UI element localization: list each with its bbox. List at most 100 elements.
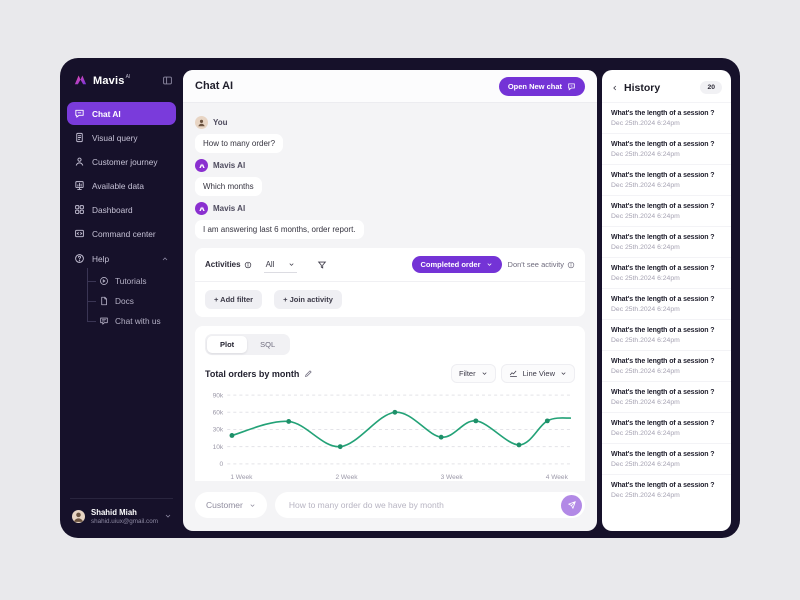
user-avatar <box>72 509 85 523</box>
sidebar-subitem-tutorials[interactable]: Tutorials <box>87 271 176 291</box>
open-new-chat-button[interactable]: Open New chat <box>498 76 585 96</box>
chart-filter-dropdown[interactable]: Filter <box>450 364 496 383</box>
data-point <box>516 442 522 448</box>
data-point <box>544 418 550 424</box>
sidebar-item-chat-ai[interactable]: Chat AI <box>67 102 176 125</box>
history-item[interactable]: What's the length of a session ? Dec 25th… <box>602 102 731 133</box>
sidebar-subitem-label: Chat with us <box>115 316 161 326</box>
history-item-time: Dec 25th.2024 6:24pm <box>611 399 680 406</box>
tab-sql[interactable]: SQL <box>247 336 288 353</box>
line-view-label: Line View <box>522 369 555 378</box>
history-item[interactable]: What's the length of a session ? Dec 25th… <box>602 257 731 288</box>
history-item[interactable]: What's the length of a session ? Dec 25th… <box>602 319 731 350</box>
send-button[interactable] <box>561 494 582 516</box>
completed-order-dropdown[interactable]: Completed order <box>411 256 502 273</box>
sidebar-item-visual-query[interactable]: Visual query <box>67 126 176 149</box>
sidebar-item-label: Dashboard <box>92 204 133 215</box>
sidebar-item-label: Visual query <box>92 132 138 143</box>
history-item-title: What's the length of a session ? <box>611 110 715 117</box>
pencil-icon <box>304 369 313 378</box>
completed-order-label: Completed order <box>420 260 481 269</box>
sidebar-item-dashboard[interactable]: Dashboard <box>67 198 176 221</box>
sidebar-subitem-chat-with-us[interactable]: Chat with us <box>87 311 176 331</box>
history-item[interactable]: What's the length of a session ? Dec 25th… <box>602 443 731 474</box>
history-count-badge: 20 <box>700 81 722 94</box>
sidebar-item-customer-journey[interactable]: Customer journey <box>67 150 176 173</box>
tab-plot[interactable]: Plot <box>207 336 248 353</box>
user-email: shahid.uiux@gmail.com <box>91 518 158 525</box>
history-item-time: Dec 25th.2024 6:24pm <box>611 182 680 189</box>
sidebar-item-available-data[interactable]: Available data <box>67 174 176 197</box>
sidebar-subitem-docs[interactable]: Docs <box>87 291 176 311</box>
history-item-time: Dec 25th.2024 6:24pm <box>611 120 680 127</box>
dont-see-activity-link[interactable]: Don't see activity <box>508 260 575 269</box>
help-subtree: Tutorials Docs Chat with us <box>87 268 176 331</box>
svg-text:90k: 90k <box>213 392 224 399</box>
app-window: MavisAI Chat AI Visual query Customer jour… <box>60 58 740 538</box>
customer-selector-value: Customer <box>206 500 243 510</box>
user-section[interactable]: Shahid Miah shahid.uiux@gmail.com <box>70 497 173 538</box>
user-text: Shahid Miah shahid.uiux@gmail.com <box>91 508 158 525</box>
paper-plane-icon <box>567 500 577 510</box>
history-item[interactable]: What's the length of a session ? Dec 25th… <box>602 350 731 381</box>
chart-title: Total orders by month <box>205 368 300 379</box>
history-item[interactable]: What's the length of a session ? Dec 25th… <box>602 226 731 257</box>
line-chart-icon <box>509 369 518 378</box>
page-title: Chat AI <box>195 80 234 92</box>
history-list: What's the length of a session ? Dec 25th… <box>602 102 731 531</box>
history-item-title: What's the length of a session ? <box>611 296 715 303</box>
sidebar-item-help[interactable]: Help <box>67 247 176 270</box>
filter-funnel-button[interactable] <box>311 259 333 271</box>
sidebar-collapse-button[interactable] <box>162 75 173 86</box>
chat-input-container <box>274 492 585 518</box>
mavis-avatar <box>195 202 208 215</box>
dashboard-icon <box>74 204 85 215</box>
history-item-title: What's the length of a session ? <box>611 203 715 210</box>
open-new-chat-label: Open New chat <box>507 81 562 91</box>
chevron-down-icon <box>481 370 488 377</box>
history-item[interactable]: What's the length of a session ? Dec 25th… <box>602 133 731 164</box>
chat-message: Mavis AI Which months <box>195 159 585 196</box>
history-item[interactable]: What's the length of a session ? Dec 25th… <box>602 381 731 412</box>
add-filter-button[interactable]: + Add filter <box>205 290 263 309</box>
user-name: Shahid Miah <box>91 507 137 517</box>
line-view-dropdown[interactable]: Line View <box>500 364 575 383</box>
chat-bubble-icon <box>567 82 576 91</box>
history-item[interactable]: What's the length of a session ? Dec 25th… <box>602 412 731 443</box>
message-sender-name: Mavis AI <box>213 161 246 170</box>
history-item-time: Dec 25th.2024 6:24pm <box>611 368 680 375</box>
message-sender-name: You <box>213 118 228 127</box>
line-chart-svg: 0 10k 30k 60k 90k 1 Week 2 Week 3 Week 4 Week <box>213 392 572 481</box>
customer-selector[interactable]: Customer <box>195 492 267 518</box>
chat-input[interactable] <box>286 499 561 511</box>
chat-message: Mavis AI I am answering last 6 months, or… <box>195 202 585 239</box>
history-item[interactable]: What's the length of a session ? Dec 25th… <box>602 288 731 319</box>
sidebar-item-label: Chat AI <box>92 108 121 119</box>
chevron-up-icon <box>161 255 169 263</box>
svg-text:4 Week: 4 Week <box>546 474 569 481</box>
sidebar-item-label: Available data <box>92 180 144 191</box>
svg-text:3 Week: 3 Week <box>441 474 464 481</box>
history-item[interactable]: What's the length of a session ? Dec 25th… <box>602 164 731 195</box>
history-item[interactable]: What's the length of a session ? Dec 25th… <box>602 195 731 226</box>
customer-journey-icon <box>74 156 85 167</box>
history-item-title: What's the length of a session ? <box>611 327 715 334</box>
edit-title-button[interactable] <box>304 369 313 378</box>
history-item[interactable]: What's the length of a session ? Dec 25th… <box>602 474 731 505</box>
message-bubble: I am answering last 6 months, order repo… <box>195 220 364 239</box>
data-point <box>438 434 444 440</box>
help-icon <box>74 253 85 264</box>
data-point <box>286 419 292 424</box>
history-item-title: What's the length of a session ? <box>611 451 715 458</box>
sidebar-item-command-center[interactable]: Command center <box>67 222 176 245</box>
funnel-icon <box>317 260 327 270</box>
activities-dropdown[interactable]: All <box>263 257 298 273</box>
activities-card: Activities All Completed order <box>195 248 585 317</box>
data-point <box>337 444 343 450</box>
join-activity-button[interactable]: + Join activity <box>274 290 342 309</box>
message-input-bar: Customer <box>183 481 597 531</box>
message-sender-name: Mavis AI <box>213 204 246 213</box>
collapse-history-button[interactable] <box>611 84 619 92</box>
svg-text:2 Week: 2 Week <box>335 474 358 481</box>
chevron-down-icon <box>486 261 493 268</box>
